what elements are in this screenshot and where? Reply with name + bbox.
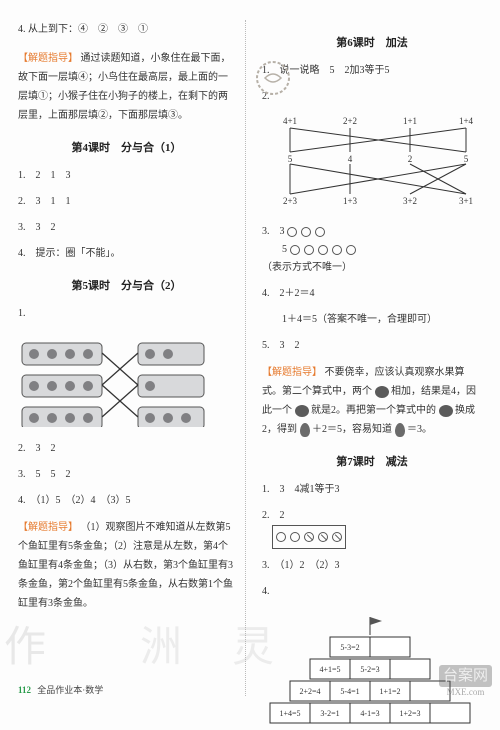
fruit-icon [295,405,309,417]
svg-text:5: 5 [288,154,293,164]
svg-text:5-4=1: 5-4=1 [340,687,359,696]
s5-item-4: 4. （1）5 （2）4 （3）5 [18,492,235,510]
svg-text:2+2: 2+2 [343,116,357,126]
s7-item-3: 3. （1）2 （2）3 [262,557,482,575]
q4-answer: 4. 从上到下：④ ② ③ ① [18,20,235,39]
s5-item-3: 3. 5 5 2 [18,466,235,484]
s4-item-1: 1. 2 1 3 [18,167,235,185]
svg-text:3+1: 3+1 [459,196,473,206]
s7-item-4-lead: 4. [262,583,482,601]
svg-text:2+2=4: 2+2=4 [299,687,320,696]
s6-3-note: （表示方式不唯一） [262,262,352,273]
s5-item-1: 1. [18,305,235,323]
svg-text:2: 2 [408,154,413,164]
circle-icon [287,227,297,237]
svg-text:1+4=5: 1+4=5 [279,709,300,718]
circle-group-2 [290,245,356,255]
svg-text:5: 5 [464,154,469,164]
s4-item-3: 3. 3 2 [18,219,235,237]
footer-label: 全品作业本·数学 [37,685,103,695]
s7-item-1: 1. 3 4减1等于3 [262,481,482,499]
s4-item-2: 2. 3 1 1 [18,193,235,211]
s6-item-2-lead: 2. [262,88,482,106]
left-column: 4. 从上到下：④ ② ③ ① 【解题指导】 通过读题知道，小象住在最下面，故下… [18,20,246,696]
section-4-title: 第4课时 分与合（1） [18,139,235,155]
svg-text:4+1: 4+1 [283,116,297,126]
circle-group-1 [287,227,325,237]
s6-hint: 【解题指导】 不要侥幸，应该认真观察水果算式。第二个算式中，两个 相加，结果是4… [262,363,482,439]
fruit-icon [439,405,453,417]
right-column: 第6课时 加法 1. 说一说略 5 2加3等于5 2. 4+1 2+2 1+1 1+4… [258,20,482,696]
hint-label-2: 【解题指导】 [18,522,78,533]
s4-item-4: 4. 提示：圈「不能」。 [18,245,235,263]
page-number: 112 [18,685,31,695]
svg-text:3+2: 3+2 [403,196,417,206]
s5-diagram [18,331,235,430]
page-footer: 112 全品作业本·数学 [18,683,103,696]
s6-diagram: 4+1 2+2 1+1 1+4 2+3 1+3 3+2 3+1 5 4 2 5 [262,114,482,213]
circle-icon [290,245,300,255]
pear-icon [300,423,310,437]
svg-text:4-1=3: 4-1=3 [360,709,379,718]
s7-pyramid: 5-3=2 4+1=5 5-2=3 2+2=4 5-4=1 1+1=2 1+4=5 3-2=1… [262,609,482,730]
circle-icon [318,245,328,255]
fruit-icon [375,386,389,398]
circle-icon [315,227,325,237]
s6-item-4a: 4. 2＋2＝4 [262,285,482,303]
svg-text:1+2=3: 1+2=3 [399,709,420,718]
hint-label-3: 【解题指导】 [262,367,322,378]
s5-hint-text: （1）观察图片不难知道从左数第5个鱼缸里有5条金鱼；（2）注意是从左数，第4个鱼… [18,522,233,609]
section-7-title: 第7课时 减法 [262,453,482,469]
svg-text:4+1=5: 4+1=5 [319,665,340,674]
circle-icon [346,245,356,255]
s7-item-2: 2. 2 [262,507,482,549]
svg-text:1+1=2: 1+1=2 [379,687,400,696]
hint-label: 【解题指导】 [18,53,78,64]
s6-item-3: 3. 3 5 （表示方式不唯一） [262,223,482,277]
s5-item-2: 2. 3 2 [18,440,235,458]
svg-text:5-2=3: 5-2=3 [360,665,379,674]
svg-text:2+3: 2+3 [283,196,298,206]
circle-icon [332,245,342,255]
s6-item-4b: 1＋4＝5（答案不唯一，合理即可） [262,311,482,329]
s5-hint: 【解题指导】 （1）观察图片不难知道从左数第5个鱼缸里有5条金鱼；（2）注意是从… [18,518,235,613]
svg-text:3-2=1: 3-2=1 [320,709,339,718]
svg-text:1+3: 1+3 [343,196,358,206]
s6-item-5: 5. 3 2 [262,337,482,355]
svg-text:4: 4 [348,154,353,164]
circle-icon [301,227,311,237]
section-6-title: 第6课时 加法 [262,34,482,50]
s6-3-lead: 3. 3 [262,226,285,237]
stamp-icon [255,60,291,96]
circle-icon [304,245,314,255]
q4-hint: 【解题指导】 通过读题知道，小象住在最下面，故下面一层填④；小鸟住在最高层，最上… [18,49,235,125]
s6-item-1: 1. 说一说略 5 2加3等于5 [262,62,482,80]
svg-text:5-3=2: 5-3=2 [340,643,359,652]
section-5-title: 第5课时 分与合（2） [18,277,235,293]
svg-text:1+4: 1+4 [459,116,474,126]
svg-text:1+1: 1+1 [403,116,417,126]
pear-icon [395,423,405,437]
